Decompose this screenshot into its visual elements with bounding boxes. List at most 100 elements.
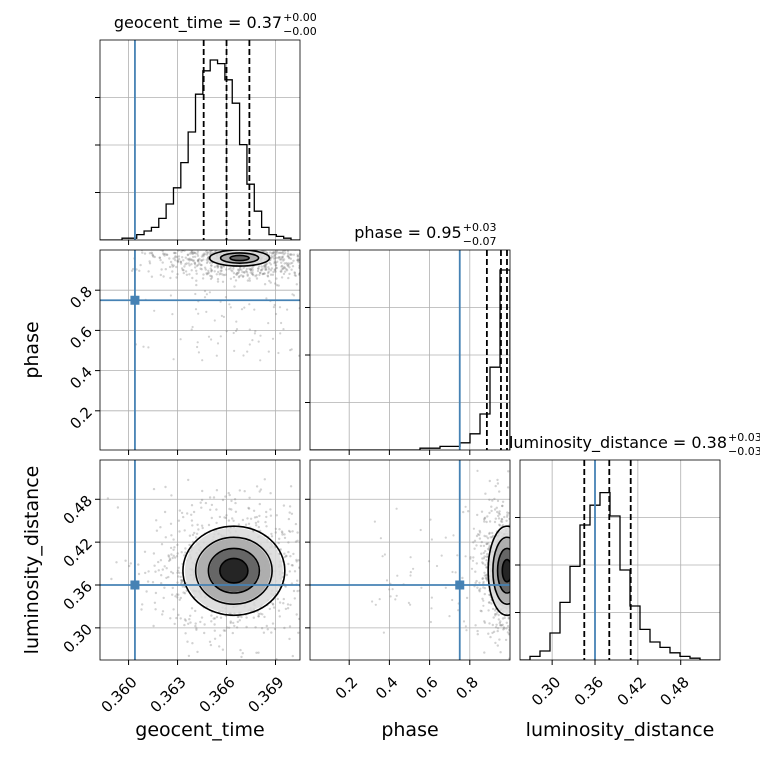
sample-point — [229, 620, 232, 623]
sample-point — [192, 251, 195, 254]
sample-point — [249, 247, 251, 249]
sample-point — [251, 268, 254, 272]
sample-point — [197, 258, 200, 262]
sample-point — [277, 256, 280, 260]
sample-point — [267, 271, 270, 275]
sample-point — [170, 237, 172, 239]
sample-point — [179, 260, 182, 263]
sample-point — [174, 256, 177, 259]
sample-point — [291, 564, 294, 567]
sample-point — [313, 553, 315, 555]
sample-point — [215, 615, 219, 619]
sample-point — [296, 255, 300, 258]
sample-point — [517, 581, 519, 583]
sample-point — [503, 515, 506, 519]
sample-point — [430, 596, 433, 599]
sample-point — [241, 275, 245, 278]
sample-point — [293, 570, 297, 573]
sample-point — [522, 509, 524, 511]
sample-point — [199, 620, 202, 624]
sample-point — [282, 504, 286, 507]
sample-point — [176, 569, 180, 572]
sample-point — [163, 254, 166, 257]
sample-point — [273, 269, 277, 272]
sample-point — [185, 273, 189, 276]
sample-point — [265, 251, 269, 254]
sample-point — [197, 244, 199, 246]
sample-point — [171, 313, 174, 316]
sample-point — [288, 511, 291, 514]
sample-point — [229, 277, 233, 280]
sample-point — [543, 524, 545, 526]
sample-point — [294, 540, 298, 543]
sample-point — [252, 616, 255, 619]
sample-point — [513, 561, 515, 563]
sample-point — [319, 279, 321, 281]
sample-point — [292, 589, 296, 593]
sample-point — [297, 259, 300, 262]
sample-point — [494, 641, 497, 645]
sample-point — [514, 591, 516, 593]
sample-point — [186, 253, 189, 257]
title-plus: +0.00 — [283, 11, 317, 24]
sample-point — [173, 546, 176, 549]
sample-point — [196, 650, 199, 654]
sample-point — [521, 559, 523, 561]
sample-point — [274, 250, 277, 254]
sample-point — [287, 562, 290, 566]
sample-point — [233, 285, 236, 288]
sample-point — [409, 556, 412, 559]
sample-point — [198, 262, 201, 265]
sample-point — [506, 486, 510, 489]
sample-point — [494, 614, 497, 617]
sample-point — [192, 251, 195, 254]
sample-point — [270, 267, 274, 270]
sample-point — [177, 613, 180, 617]
sample-point — [526, 578, 528, 580]
sample-point — [483, 620, 486, 623]
sample-point — [278, 528, 281, 531]
sample-point — [523, 555, 525, 557]
sample-point — [211, 235, 213, 237]
sample-point — [194, 255, 197, 258]
sample-point — [498, 510, 501, 513]
sample-point — [237, 245, 239, 247]
sample-point — [177, 257, 181, 261]
sample-point — [507, 633, 510, 636]
sample-point — [488, 544, 491, 547]
sample-point — [180, 579, 184, 582]
sample-point — [291, 261, 294, 265]
sample-point — [276, 243, 278, 245]
sample-point — [494, 484, 497, 488]
sample-point — [236, 242, 238, 244]
sample-point — [478, 529, 481, 533]
sample-point — [184, 256, 187, 259]
sample-point — [512, 602, 514, 604]
contour-line — [501, 558, 510, 583]
sample-point — [272, 250, 276, 254]
sample-point — [526, 590, 528, 592]
sample-point — [177, 575, 180, 578]
sample-point — [256, 236, 258, 238]
sample-point — [275, 250, 279, 252]
sample-point — [213, 270, 216, 273]
sample-point — [264, 263, 267, 266]
sample-point — [499, 620, 502, 623]
sample-point — [319, 549, 321, 551]
sample-point — [243, 271, 246, 274]
sample-point — [513, 637, 515, 639]
sample-point — [510, 540, 512, 542]
sample-point — [188, 264, 191, 267]
sample-point — [271, 602, 274, 605]
sample-point — [184, 632, 187, 635]
sample-point — [302, 242, 304, 244]
sample-point — [285, 573, 289, 577]
sample-point — [215, 521, 218, 525]
sample-point — [326, 263, 328, 265]
sample-point — [248, 267, 251, 270]
sample-point — [283, 533, 286, 536]
sample-point — [288, 625, 292, 628]
sample-point — [530, 549, 532, 551]
sample-point — [272, 306, 275, 309]
sample-point — [237, 269, 241, 272]
